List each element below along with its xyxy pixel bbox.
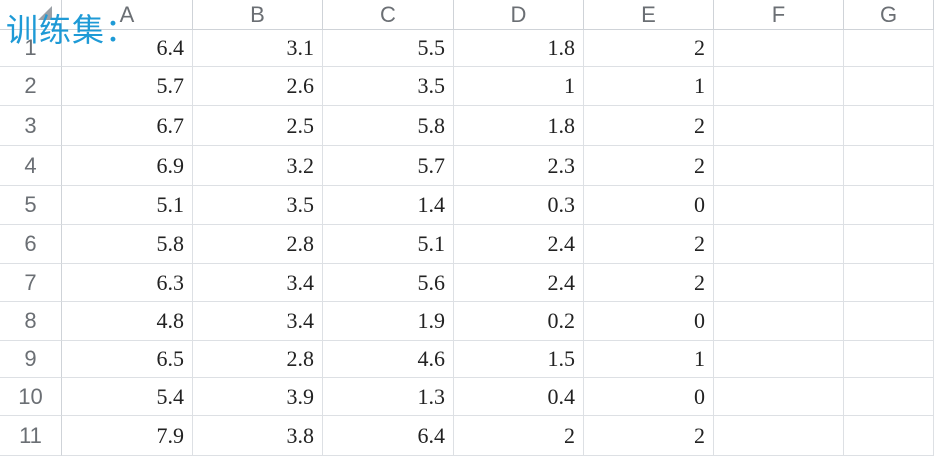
cell-e7[interactable]: 2 <box>584 264 714 302</box>
cell-a7[interactable]: 6.3 <box>62 264 193 302</box>
cell-a10[interactable]: 5.4 <box>62 378 193 416</box>
cell-b5[interactable]: 3.5 <box>193 186 323 225</box>
cell-g9[interactable] <box>844 341 934 378</box>
cell-g11[interactable] <box>844 416 934 456</box>
cell-b1[interactable]: 3.1 <box>193 30 323 67</box>
cell-d3[interactable]: 1.8 <box>454 106 584 146</box>
cell-a1[interactable]: 6.4 <box>62 30 193 67</box>
cell-e4[interactable]: 2 <box>584 146 714 186</box>
cell-d9[interactable]: 1.5 <box>454 341 584 378</box>
row-header-10[interactable]: 10 <box>0 378 62 416</box>
cell-e3[interactable]: 2 <box>584 106 714 146</box>
row-header-9[interactable]: 9 <box>0 341 62 378</box>
cell-g4[interactable] <box>844 146 934 186</box>
cell-e5[interactable]: 0 <box>584 186 714 225</box>
row-header-8[interactable]: 8 <box>0 302 62 341</box>
cell-f1[interactable] <box>714 30 844 67</box>
cell-a8[interactable]: 4.8 <box>62 302 193 341</box>
cell-e11[interactable]: 2 <box>584 416 714 456</box>
cell-f4[interactable] <box>714 146 844 186</box>
column-header-f[interactable]: F <box>714 0 844 30</box>
cell-b8[interactable]: 3.4 <box>193 302 323 341</box>
row-header-5[interactable]: 5 <box>0 186 62 225</box>
cell-b10[interactable]: 3.9 <box>193 378 323 416</box>
cell-d1[interactable]: 1.8 <box>454 30 584 67</box>
row-header-4[interactable]: 4 <box>0 146 62 186</box>
column-header-e[interactable]: E <box>584 0 714 30</box>
column-header-g[interactable]: G <box>844 0 934 30</box>
cell-b7[interactable]: 3.4 <box>193 264 323 302</box>
cell-d5[interactable]: 0.3 <box>454 186 584 225</box>
row-header-7[interactable]: 7 <box>0 264 62 302</box>
row-header-3[interactable]: 3 <box>0 106 62 146</box>
cell-g8[interactable] <box>844 302 934 341</box>
cell-f8[interactable] <box>714 302 844 341</box>
cell-d11[interactable]: 2 <box>454 416 584 456</box>
cell-e10[interactable]: 0 <box>584 378 714 416</box>
cell-e6[interactable]: 2 <box>584 225 714 264</box>
cell-b11[interactable]: 3.8 <box>193 416 323 456</box>
cell-g5[interactable] <box>844 186 934 225</box>
cell-d7[interactable]: 2.4 <box>454 264 584 302</box>
column-header-b[interactable]: B <box>193 0 323 30</box>
cell-g10[interactable] <box>844 378 934 416</box>
cell-a3[interactable]: 6.7 <box>62 106 193 146</box>
cell-f10[interactable] <box>714 378 844 416</box>
select-all-triangle-icon[interactable] <box>38 6 52 20</box>
cell-a9[interactable]: 6.5 <box>62 341 193 378</box>
cell-c9[interactable]: 4.6 <box>323 341 454 378</box>
cell-c8[interactable]: 1.9 <box>323 302 454 341</box>
row-header-11[interactable]: 11 <box>0 416 62 456</box>
cell-b4[interactable]: 3.2 <box>193 146 323 186</box>
cell-g6[interactable] <box>844 225 934 264</box>
cell-g2[interactable] <box>844 67 934 106</box>
cell-c6[interactable]: 5.1 <box>323 225 454 264</box>
column-header-d[interactable]: D <box>454 0 584 30</box>
cell-d2[interactable]: 1 <box>454 67 584 106</box>
cell-a4[interactable]: 6.9 <box>62 146 193 186</box>
cell-c3[interactable]: 5.8 <box>323 106 454 146</box>
cell-e9[interactable]: 1 <box>584 341 714 378</box>
cell-g3[interactable] <box>844 106 934 146</box>
cell-c2[interactable]: 3.5 <box>323 67 454 106</box>
cell-f2[interactable] <box>714 67 844 106</box>
cell-c5[interactable]: 1.4 <box>323 186 454 225</box>
cell-a2[interactable]: 5.7 <box>62 67 193 106</box>
cell-f6[interactable] <box>714 225 844 264</box>
cell-g7[interactable] <box>844 264 934 302</box>
cell-f11[interactable] <box>714 416 844 456</box>
cell-a5[interactable]: 5.1 <box>62 186 193 225</box>
cell-d8[interactable]: 0.2 <box>454 302 584 341</box>
cell-e1[interactable]: 2 <box>584 30 714 67</box>
column-header-a[interactable]: A <box>62 0 193 30</box>
cell-d4[interactable]: 2.3 <box>454 146 584 186</box>
cell-f7[interactable] <box>714 264 844 302</box>
row-header-6[interactable]: 6 <box>0 225 62 264</box>
cell-c7[interactable]: 5.6 <box>323 264 454 302</box>
column-header-c[interactable]: C <box>323 0 454 30</box>
cell-e8[interactable]: 0 <box>584 302 714 341</box>
cell-c11[interactable]: 6.4 <box>323 416 454 456</box>
cell-c4[interactable]: 5.7 <box>323 146 454 186</box>
training-set-label: 训练集： <box>6 11 139 49</box>
cell-b9[interactable]: 2.8 <box>193 341 323 378</box>
cell-e2[interactable]: 1 <box>584 67 714 106</box>
cell-b3[interactable]: 2.5 <box>193 106 323 146</box>
row-header-2[interactable]: 2 <box>0 67 62 106</box>
cell-f3[interactable] <box>714 106 844 146</box>
cell-f9[interactable] <box>714 341 844 378</box>
cell-b6[interactable]: 2.8 <box>193 225 323 264</box>
cell-d10[interactable]: 0.4 <box>454 378 584 416</box>
row-header-1[interactable]: 1 <box>0 30 62 67</box>
cell-a6[interactable]: 5.8 <box>62 225 193 264</box>
cell-g1[interactable] <box>844 30 934 67</box>
select-all-corner[interactable] <box>0 0 62 30</box>
cell-c1[interactable]: 5.5 <box>323 30 454 67</box>
cell-c10[interactable]: 1.3 <box>323 378 454 416</box>
cell-f5[interactable] <box>714 186 844 225</box>
cell-d6[interactable]: 2.4 <box>454 225 584 264</box>
cell-b2[interactable]: 2.6 <box>193 67 323 106</box>
cell-a11[interactable]: 7.9 <box>62 416 193 456</box>
